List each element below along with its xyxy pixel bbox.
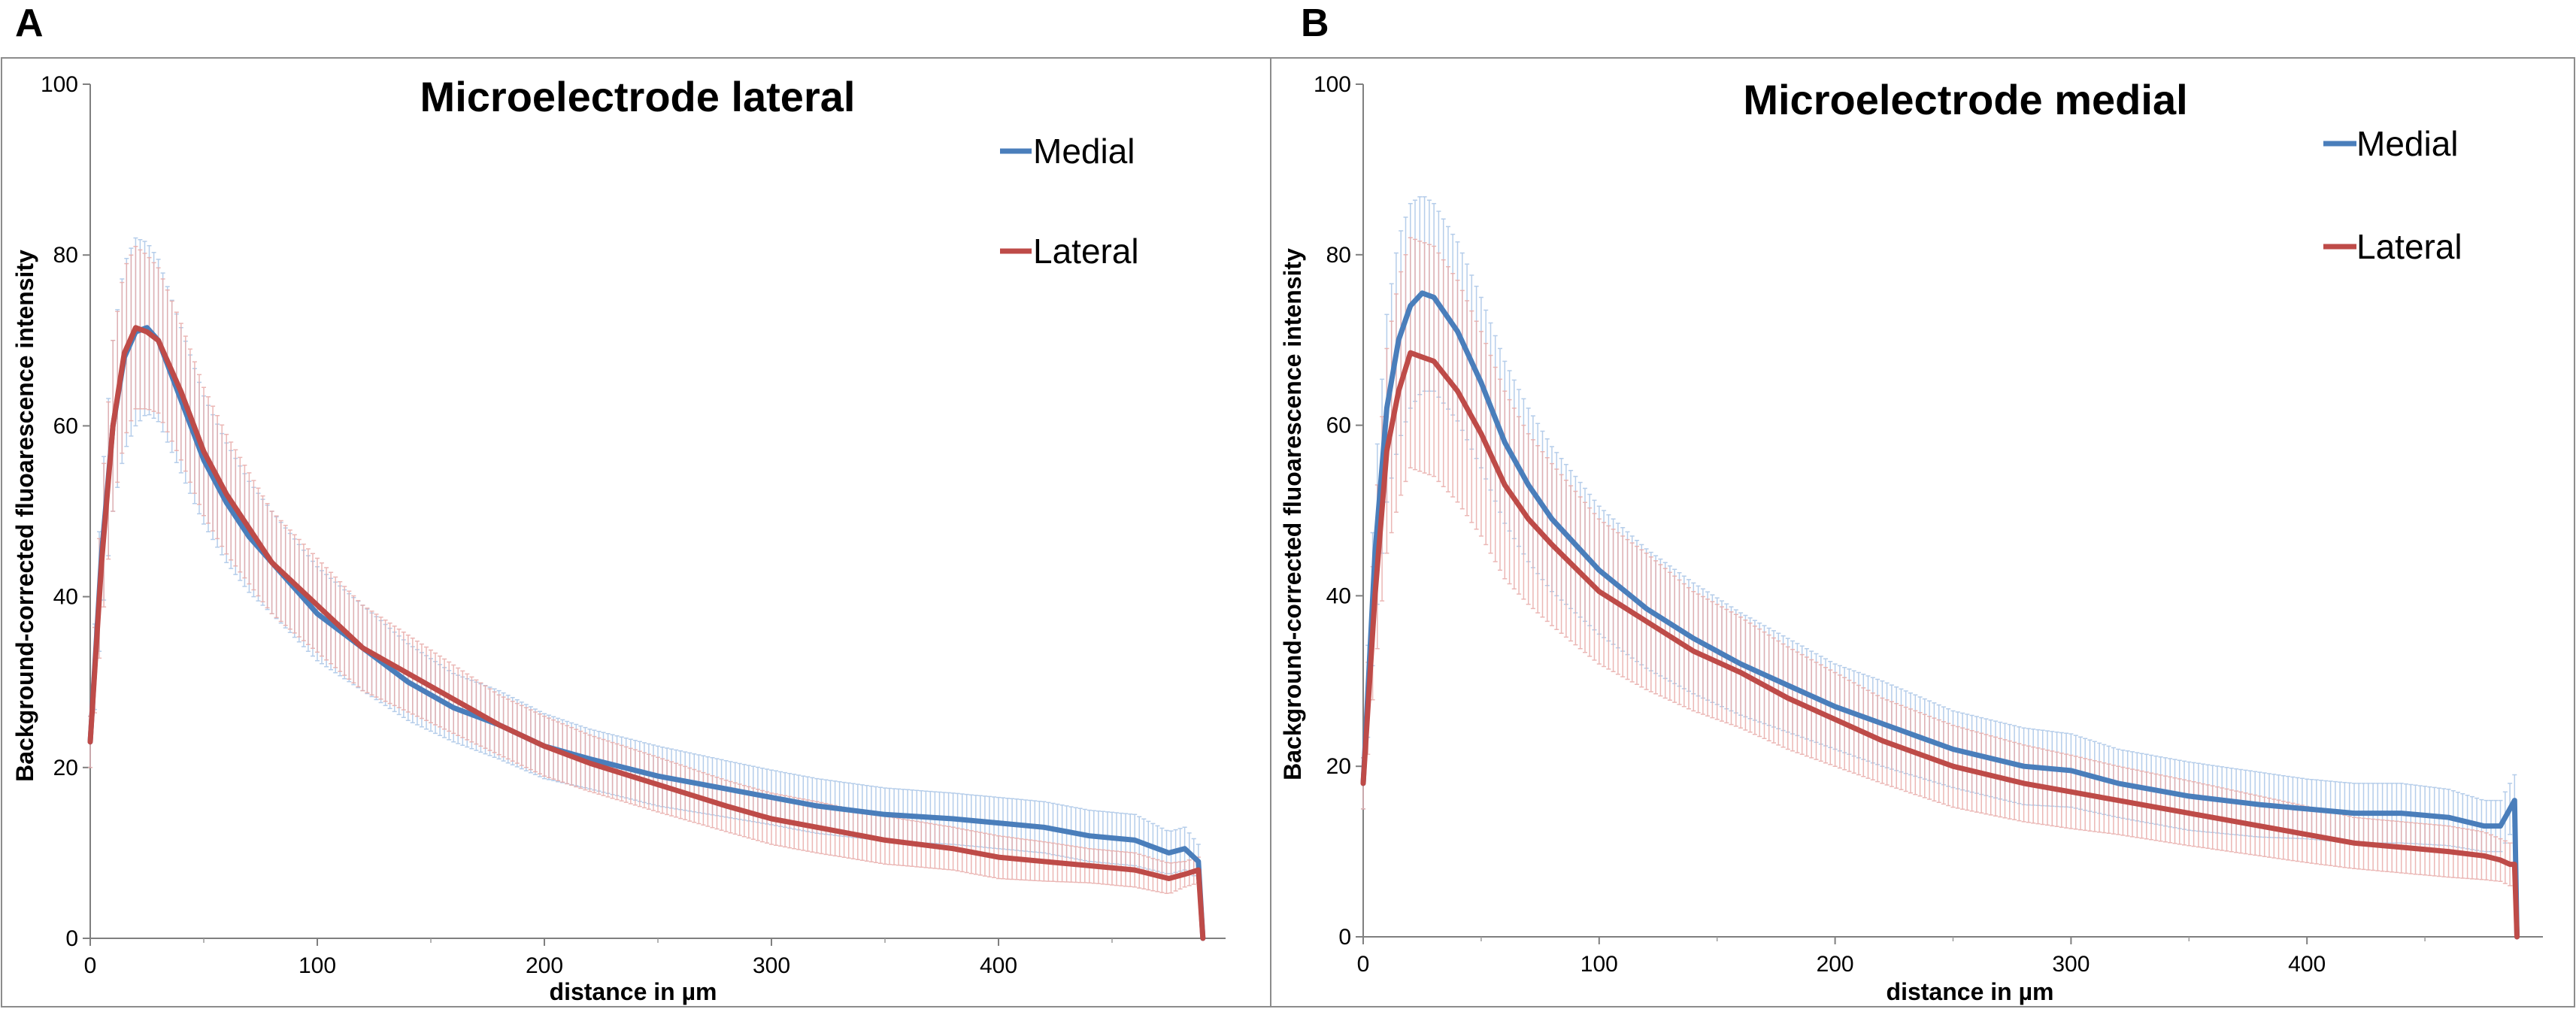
- series-line-lateral: [1360, 350, 2520, 940]
- panel-b-series-lines: [1360, 290, 2520, 940]
- panel-a-x-axis-label: distance in µm: [550, 978, 717, 1005]
- y-tick-label: 100: [1314, 72, 1351, 97]
- x-tick-label: 200: [1817, 952, 1854, 977]
- legend-label-lateral: Lateral: [1033, 232, 1139, 271]
- panel-a-error-bands: [88, 237, 1201, 895]
- panel-a-title: Microelectrode lateral: [420, 73, 856, 120]
- y-tick-label: 20: [53, 756, 78, 780]
- series-points-medial: [89, 327, 1203, 939]
- panel-a: A Microelectrode lateral 0 20 40 60 80 100 0 10…: [1, 2, 1271, 1007]
- series-line-medial: [1360, 290, 2520, 940]
- y-tick-label: 40: [1326, 583, 1351, 608]
- panel-b-y-axis-label: Background-corrected fluoarescence inten…: [1279, 248, 1306, 780]
- x-tick-label: 0: [84, 953, 97, 978]
- error-whiskers-lateral: [1361, 237, 2517, 886]
- y-tick-label: 0: [1338, 925, 1351, 950]
- panel-b-error-bands: [1361, 195, 2517, 886]
- x-tick-label: 0: [1357, 952, 1370, 977]
- panel-a-series-lines: [87, 325, 1206, 941]
- series-line-lateral: [87, 325, 1206, 941]
- panel-b-legend: Medial Lateral: [2323, 124, 2462, 266]
- panel-a-y-axis-label: Background-corrected fluoarescence inten…: [11, 250, 38, 782]
- panel-a-axes: 0 20 40 60 80 100 0 100 200 300 400: [41, 72, 1226, 978]
- panel-b: B Microelectrode medial 0 20 40 60 80 100 0 100…: [1270, 2, 2575, 1007]
- panel-b-frame: [1270, 57, 2575, 1007]
- panel-b-letter: B: [1301, 2, 1329, 45]
- series-points-lateral: [1362, 353, 2517, 938]
- y-tick-label: 0: [65, 926, 78, 951]
- x-tick-label: 100: [1580, 952, 1618, 977]
- error-whiskers-lateral: [88, 246, 1201, 895]
- panel-a-legend: Medial Lateral: [1000, 132, 1139, 271]
- y-tick-label: 20: [1326, 754, 1351, 779]
- legend-label-medial: Medial: [2356, 124, 2459, 163]
- y-tick-label: 40: [53, 585, 78, 610]
- panel-a-letter: A: [15, 2, 44, 45]
- series-points-lateral: [89, 327, 1203, 939]
- y-tick-label: 100: [41, 72, 78, 97]
- x-tick-label: 300: [753, 953, 790, 978]
- legend-label-lateral: Lateral: [2356, 227, 2462, 266]
- y-tick-label: 80: [1326, 243, 1351, 268]
- x-tick-label: 400: [2288, 952, 2326, 977]
- y-tick-label: 60: [53, 414, 78, 438]
- panel-b-x-axis-label: distance in µm: [1887, 978, 2054, 1005]
- x-tick-label: 200: [526, 953, 563, 978]
- x-tick-label: 100: [299, 953, 336, 978]
- error-band-lateral: [88, 246, 1201, 895]
- x-tick-label: 300: [2052, 952, 2090, 977]
- y-tick-label: 80: [53, 243, 78, 268]
- series-line-medial: [87, 325, 1206, 941]
- y-tick-label: 60: [1326, 414, 1351, 438]
- legend-label-medial: Medial: [1033, 132, 1135, 171]
- panel-b-title: Microelectrode medial: [1743, 76, 2187, 123]
- x-tick-label: 400: [980, 953, 1017, 978]
- error-band-lateral: [1361, 237, 2517, 886]
